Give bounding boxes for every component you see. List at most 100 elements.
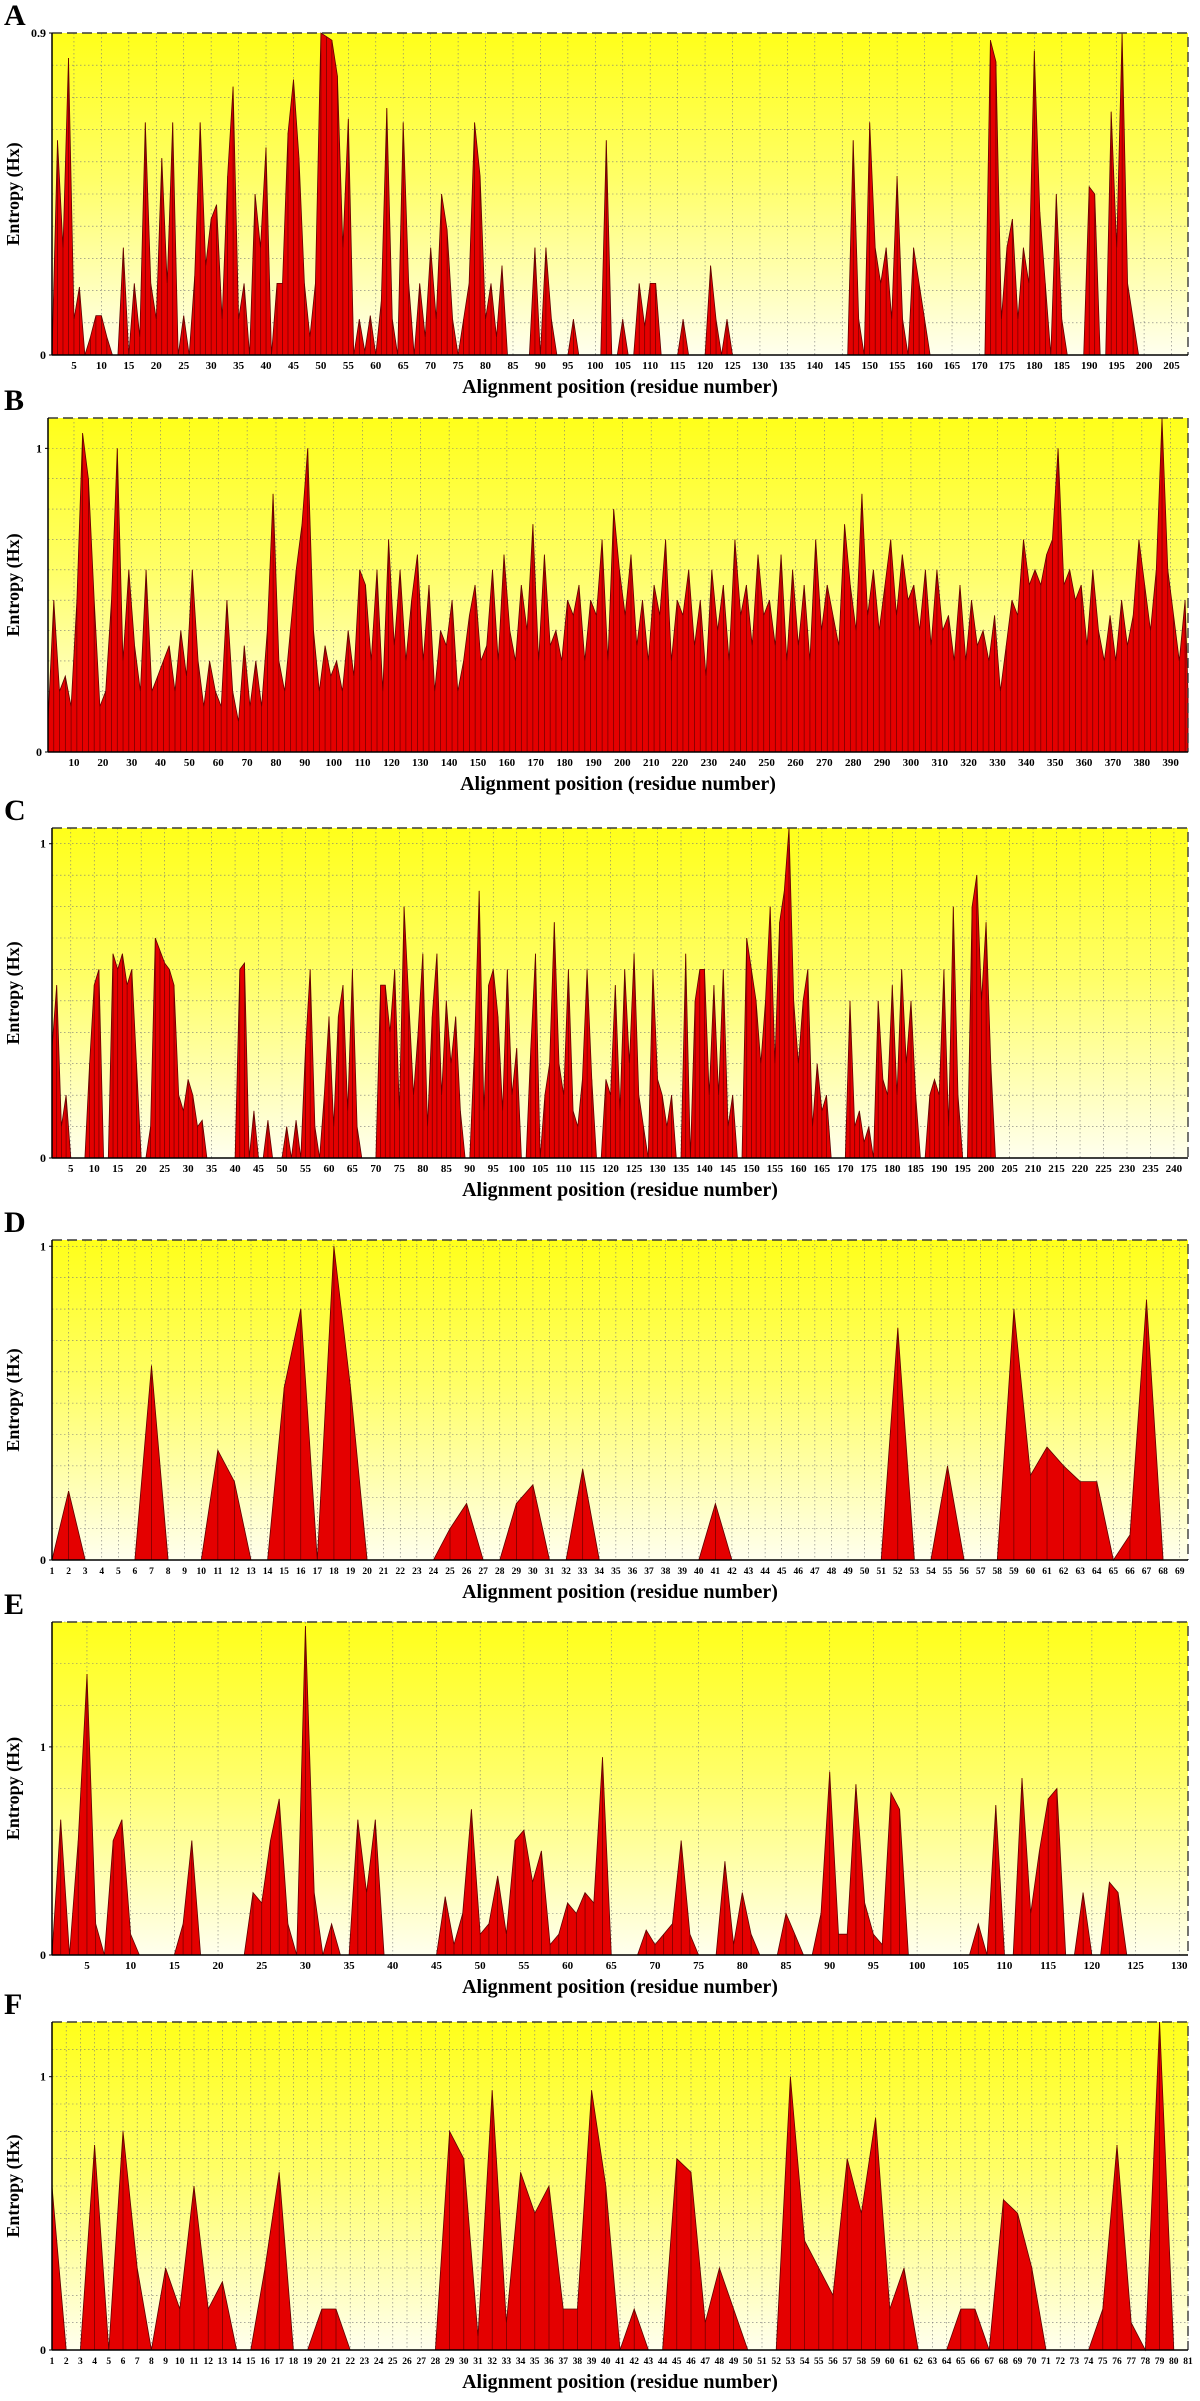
- x-tick-label: 350: [1047, 757, 1064, 769]
- x-tick-label: 120: [697, 360, 714, 372]
- x-tick-label: 15: [279, 1567, 289, 1577]
- x-tick-label: 65: [398, 360, 410, 372]
- x-tick-label: 155: [767, 1163, 784, 1175]
- x-tick-label: 220: [672, 757, 689, 769]
- x-tick-label: 45: [672, 2357, 682, 2367]
- x-axis-title: Alignment position (residue number): [462, 2371, 778, 2393]
- x-tick-label: 44: [658, 2357, 668, 2367]
- x-tick-label: 18: [289, 2357, 299, 2367]
- x-tick-label: 90: [535, 360, 547, 372]
- x-tick-label: 41: [711, 1567, 721, 1577]
- x-tick-label: 28: [431, 2357, 441, 2367]
- x-tick-label: 54: [800, 2357, 810, 2367]
- y-axis-title: Entropy (Hx): [3, 1348, 24, 1451]
- x-tick-label: 70: [242, 757, 254, 769]
- x-tick-label: 25: [256, 1960, 268, 1972]
- x-tick-label: 11: [213, 1567, 222, 1577]
- x-tick-label: 34: [595, 1567, 605, 1577]
- x-tick-label: 22: [345, 2357, 355, 2367]
- x-tick-label: 5: [68, 1163, 74, 1175]
- x-tick-label: 49: [729, 2357, 739, 2367]
- x-tick-label: 35: [611, 1567, 621, 1577]
- x-tick-label: 22: [396, 1567, 406, 1577]
- x-tick-label: 49: [843, 1567, 853, 1577]
- x-tick-label: 4: [99, 1567, 104, 1577]
- x-tick-label: 60: [562, 1960, 574, 1972]
- x-tick-label: 180: [1026, 360, 1043, 372]
- x-tick-label: 55: [300, 1163, 312, 1175]
- x-tick-label: 17: [313, 1567, 323, 1577]
- x-tick-label: 185: [1054, 360, 1071, 372]
- y-tick-label: 0: [36, 745, 42, 759]
- y-tick-label: 1: [40, 837, 46, 851]
- x-tick-label: 130: [649, 1163, 666, 1175]
- x-tick-label: 29: [512, 1567, 522, 1577]
- x-tick-label: 1: [50, 2357, 55, 2367]
- x-tick-label: 130: [1171, 1960, 1188, 1972]
- panel-letter: A: [4, 0, 26, 32]
- x-tick-label: 16: [296, 1567, 306, 1577]
- x-tick-label: 20: [151, 360, 163, 372]
- x-tick-label: 55: [814, 2357, 824, 2367]
- x-tick-label: 4: [92, 2357, 97, 2367]
- x-tick-label: 34: [516, 2357, 526, 2367]
- x-tick-label: 31: [545, 1567, 555, 1577]
- x-tick-label: 64: [1092, 1567, 1102, 1577]
- entropy-area-series: [47, 417, 1189, 753]
- x-tick-label: 39: [587, 2357, 597, 2367]
- x-tick-label: 61: [1042, 1567, 1052, 1577]
- x-tick-label: 60: [1026, 1567, 1036, 1577]
- x-tick-label: 280: [845, 757, 862, 769]
- y-tick-label: 1: [40, 1239, 46, 1253]
- x-tick-label: 290: [874, 757, 891, 769]
- x-tick-label: 38: [661, 1567, 671, 1577]
- y-tick-label: 1: [40, 1740, 46, 1754]
- x-tick-label: 80: [737, 1960, 749, 1972]
- x-tick-label: 69: [1175, 1567, 1185, 1577]
- x-tick-label: 35: [344, 1960, 356, 1972]
- x-tick-label: 380: [1134, 757, 1151, 769]
- plot-background: [52, 1240, 1188, 1560]
- panel-a: A 0 0.9 5 10 15 20 25 30 35 40 45 50 55 60 65 70 75 80 85 90…: [3, 0, 1189, 398]
- x-tick-label: 75: [1098, 2357, 1108, 2367]
- x-tick-label: 150: [743, 1163, 760, 1175]
- x-tick-label: 66: [1125, 1567, 1135, 1577]
- x-tick-label: 76: [1112, 2357, 1122, 2367]
- x-tick-label: 35: [233, 360, 245, 372]
- x-tick-label: 55: [343, 360, 355, 372]
- x-tick-label: 37: [558, 2357, 568, 2367]
- x-tick-label: 190: [585, 757, 602, 769]
- x-tick-label: 10: [89, 1163, 101, 1175]
- x-tick-label: 340: [1018, 757, 1035, 769]
- x-tick-label: 115: [1040, 1960, 1056, 1972]
- panel-letter: E: [4, 1588, 24, 1621]
- x-tick-label: 115: [579, 1163, 595, 1175]
- x-tick-label: 310: [932, 757, 949, 769]
- x-tick-label: 63: [1075, 1567, 1085, 1577]
- x-tick-label: 52: [771, 2357, 781, 2367]
- x-tick-label: 5: [106, 2357, 111, 2367]
- x-tick-label: 30: [528, 1567, 538, 1577]
- x-tick-label: 56: [828, 2357, 838, 2367]
- x-tick-label: 65: [347, 1163, 359, 1175]
- x-tick-label: 21: [379, 1567, 389, 1577]
- x-tick-label: 95: [868, 1960, 880, 1972]
- y-tick-label: 0: [40, 348, 46, 362]
- y-axis-title: Entropy (Hx): [3, 142, 24, 245]
- x-axis-title: Alignment position (residue number): [462, 1581, 778, 1603]
- x-tick-label: 15: [169, 1960, 181, 1972]
- x-tick-label: 40: [694, 1567, 704, 1577]
- x-tick-label: 39: [677, 1567, 687, 1577]
- x-tick-label: 55: [943, 1567, 953, 1577]
- x-tick-label: 205: [1001, 1163, 1018, 1175]
- x-tick-label: 8: [149, 2357, 154, 2367]
- x-tick-label: 140: [441, 757, 458, 769]
- x-tick-label: 54: [926, 1567, 936, 1577]
- x-tick-label: 145: [720, 1163, 737, 1175]
- x-tick-label: 190: [931, 1163, 948, 1175]
- x-tick-label: 65: [606, 1960, 618, 1972]
- x-tick-label: 195: [1108, 360, 1125, 372]
- x-tick-label: 105: [532, 1163, 549, 1175]
- x-tick-label: 25: [178, 360, 190, 372]
- x-tick-label: 170: [837, 1163, 854, 1175]
